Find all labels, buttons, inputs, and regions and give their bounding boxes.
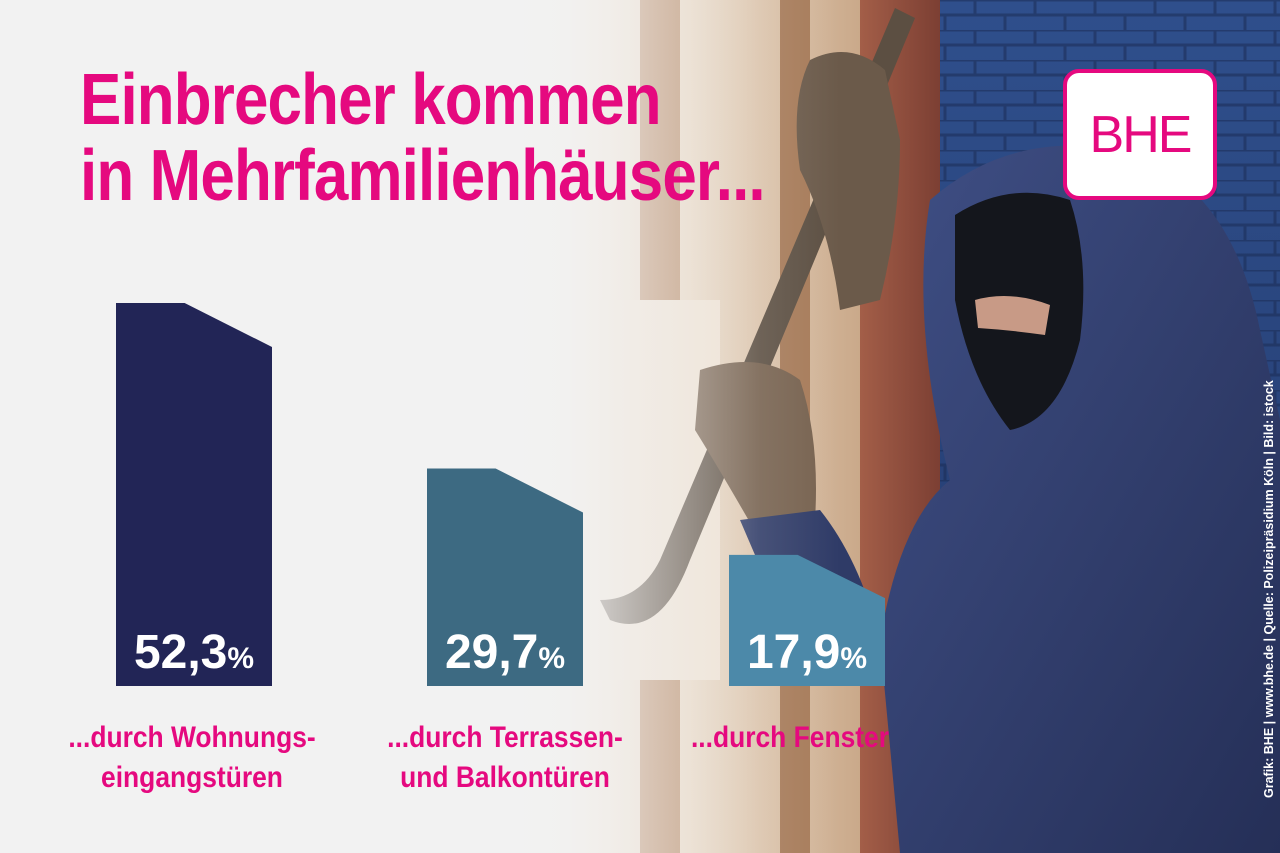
bhe-logo-text: BHE	[1089, 105, 1193, 164]
category-label-3: ...durch Fenster	[690, 721, 890, 754]
title-line-2: in Mehrfamilienhäuser...	[80, 136, 766, 216]
bar-value-number-3: 17,9	[747, 626, 840, 679]
bar-value-label-3: 17,9%	[747, 626, 867, 679]
title-line-1: Einbrecher kommen	[80, 60, 662, 140]
category-label-2: ...durch Terrassen- und Balkontüren	[387, 721, 623, 794]
bar-2	[427, 468, 583, 686]
bar-3	[729, 554, 885, 686]
bar-value-unit-1: %	[227, 642, 254, 675]
credit-line: Grafik: BHE | www.bhe.de | Quelle: Poliz…	[1262, 380, 1276, 798]
bar-value-unit-2: %	[538, 642, 565, 675]
bar-value-number-1: 52,3	[134, 626, 227, 679]
bhe-logo: BHE	[1063, 69, 1217, 200]
bar-1	[116, 303, 272, 686]
bar-value-unit-3: %	[840, 642, 867, 675]
bar-value-label-1: 52,3%	[134, 626, 254, 679]
bar-value-label-2: 29,7%	[445, 626, 565, 679]
bar-value-number-2: 29,7	[445, 626, 538, 679]
page-title: Einbrecher kommen in Mehrfamilienhäuser.…	[80, 62, 785, 214]
category-label-1: ...durch Wohnungs- eingangstüren	[68, 721, 316, 794]
